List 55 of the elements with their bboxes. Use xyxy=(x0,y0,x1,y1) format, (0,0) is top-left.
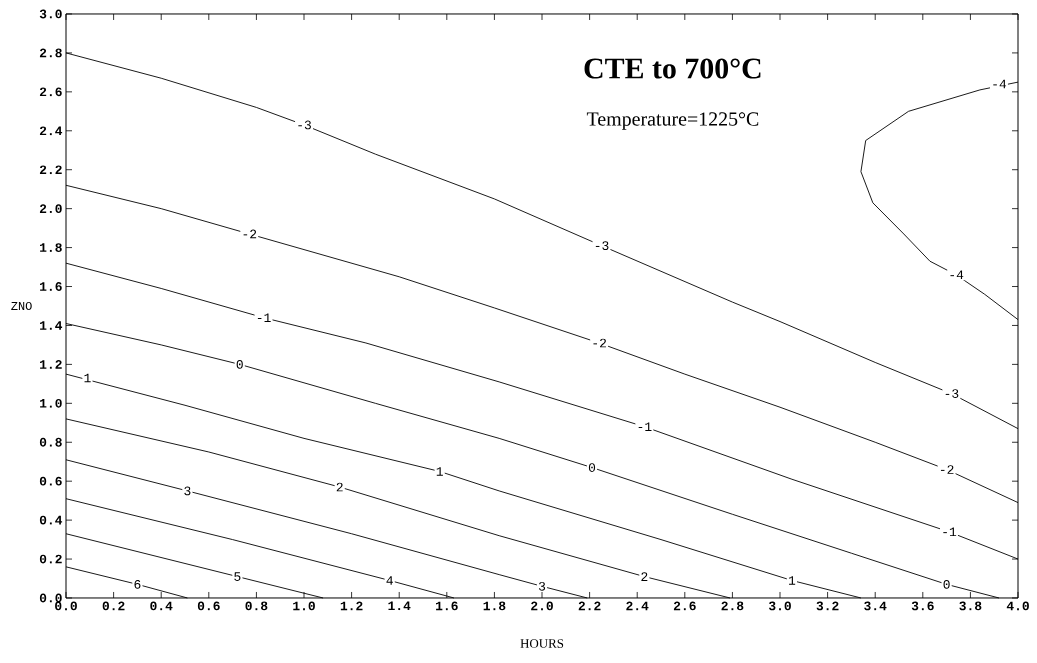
annotation: 2 xyxy=(641,572,648,581)
y-tick-label: 1.8 xyxy=(40,243,62,252)
y-axis-title: ZNO xyxy=(11,301,32,311)
annotation: 2 xyxy=(336,482,343,492)
x-tick-label: 0.0 xyxy=(55,601,77,611)
x-tick-label: 3.8 xyxy=(959,601,982,611)
x-tick-label: 2.4 xyxy=(626,601,649,611)
annotation: 4 xyxy=(386,576,393,585)
y-tick-label: 2.4 xyxy=(39,126,63,136)
y-tick-label: 3.0 xyxy=(39,9,62,19)
x-tick-label: 0.2 xyxy=(102,601,125,611)
x-tick-label: 2.0 xyxy=(531,601,553,611)
x-tick-label: 0.8 xyxy=(245,601,268,611)
y-tick-label: 0.2 xyxy=(39,554,62,564)
x-tick-label: 0.6 xyxy=(197,601,220,611)
annotation: 1 xyxy=(84,373,91,383)
x-tick-label: 1.4 xyxy=(388,601,411,611)
y-tick-label: 0.6 xyxy=(39,476,62,486)
y-tick-label: 0.0 xyxy=(39,593,62,603)
y-tick-label: 1.2 xyxy=(40,360,62,369)
annotation: 1 xyxy=(788,576,796,585)
annotation: 0 xyxy=(236,359,243,369)
x-tick-label: 3.0 xyxy=(768,601,791,611)
y-tick-label: 1.0 xyxy=(40,398,62,408)
annotation: 1 xyxy=(436,467,443,476)
annotation: 3 xyxy=(538,581,546,591)
y-tick-label: 2.6 xyxy=(39,87,62,97)
x-tick-label: 2.2 xyxy=(578,601,601,611)
annotation: 0 xyxy=(588,463,596,472)
x-tick-label: 1.0 xyxy=(293,601,315,611)
y-tick-label: 1.4 xyxy=(40,321,63,330)
y-tick-label: 2.8 xyxy=(39,48,62,58)
y-tick-label: 1.6 xyxy=(40,282,62,291)
annotation: -4 xyxy=(993,79,1007,89)
annotation: 6 xyxy=(134,579,141,589)
annotation: 3 xyxy=(184,486,191,496)
x-tick-label: 2.6 xyxy=(673,601,696,611)
y-tick-label: 2.0 xyxy=(39,204,62,214)
x-tick-label: 0.4 xyxy=(150,601,173,611)
annotation: 0 xyxy=(943,579,950,589)
x-axis-title: HOURS xyxy=(520,639,564,648)
annotation: 5 xyxy=(234,572,241,581)
x-tick-label: 2.8 xyxy=(721,601,744,611)
y-tick-label: 0.8 xyxy=(39,437,62,447)
x-tick-label: 4.0 xyxy=(1006,601,1029,611)
x-tick-label: 3.2 xyxy=(816,601,839,611)
text: Temperature=1225°C xyxy=(586,112,759,130)
x-tick-label: 3.4 xyxy=(864,601,887,611)
text: CTE to 700°C xyxy=(584,58,761,79)
x-tick-label: 3.6 xyxy=(911,601,934,611)
y-tick-label: 0.4 xyxy=(39,515,63,525)
x-tick-label: 1.8 xyxy=(483,601,506,611)
y-tick-label: 2.2 xyxy=(39,165,62,175)
x-tick-label: 1.2 xyxy=(340,601,363,611)
x-tick-label: 1.6 xyxy=(436,601,458,611)
